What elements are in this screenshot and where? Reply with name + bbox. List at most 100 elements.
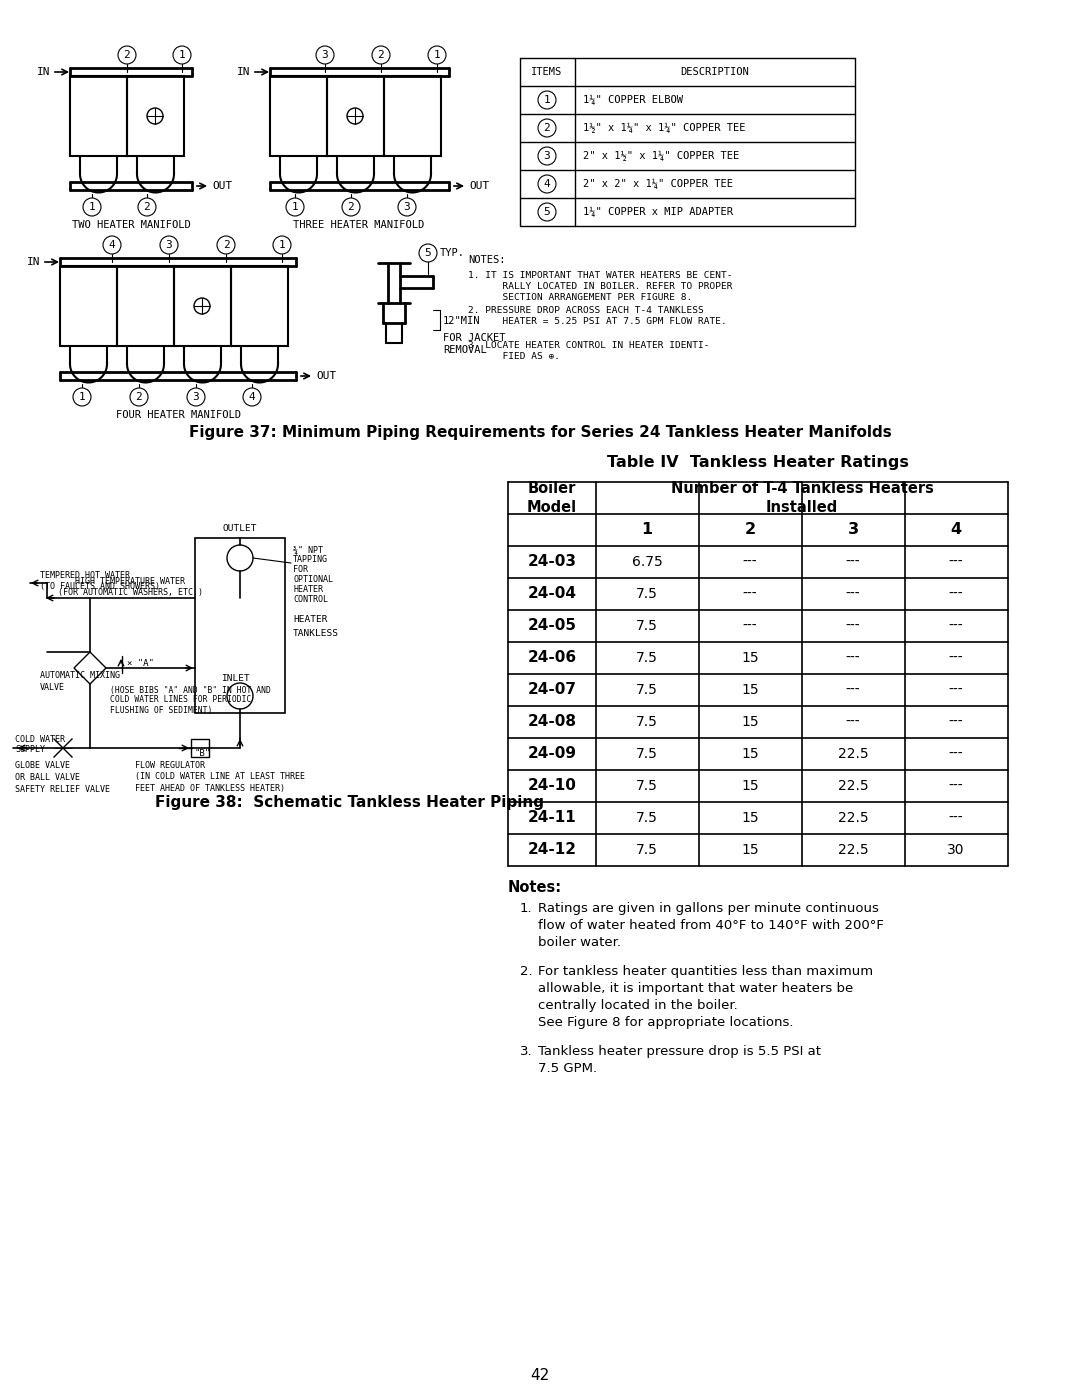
Text: ¾" NPT: ¾" NPT [293, 545, 323, 555]
Text: 1: 1 [89, 203, 95, 212]
Text: 7.5: 7.5 [636, 812, 658, 826]
Text: 42: 42 [530, 1368, 550, 1383]
Text: COLD WATER LINES FOR PERIODIC: COLD WATER LINES FOR PERIODIC [110, 696, 252, 704]
Text: 5: 5 [424, 249, 431, 258]
Text: TWO HEATER MANIFOLD: TWO HEATER MANIFOLD [71, 219, 190, 231]
Text: FLUSHING OF SEDIMENT): FLUSHING OF SEDIMENT) [110, 705, 213, 714]
Text: 2: 2 [348, 203, 354, 212]
Text: ---: --- [846, 683, 861, 697]
Text: TEMPERED HOT WATER: TEMPERED HOT WATER [40, 570, 130, 580]
Text: ---: --- [846, 555, 861, 569]
Text: 24-05: 24-05 [527, 619, 577, 633]
Circle shape [138, 198, 156, 217]
Text: 15: 15 [741, 651, 759, 665]
Text: Figure 38:  Schematic Tankless Heater Piping: Figure 38: Schematic Tankless Heater Pip… [156, 795, 544, 810]
Circle shape [243, 388, 261, 407]
Circle shape [217, 236, 235, 254]
Text: ---: --- [948, 780, 963, 793]
Text: 4: 4 [950, 522, 961, 538]
Text: OUTLET: OUTLET [222, 524, 257, 534]
Text: × "A": × "A" [127, 658, 153, 668]
Circle shape [538, 203, 556, 221]
Circle shape [419, 244, 437, 263]
Bar [60, 265, 117, 346]
Text: 1: 1 [279, 240, 285, 250]
Bar [191, 739, 210, 757]
Text: GLOBE VALVE: GLOBE VALVE [15, 761, 70, 771]
Circle shape [316, 46, 334, 64]
Text: 1: 1 [292, 203, 298, 212]
Text: Number of T-4 Tankless Heaters
Installed: Number of T-4 Tankless Heaters Installed [671, 481, 933, 515]
Text: 1½" x 1¼" x 1¼" COPPER TEE: 1½" x 1¼" x 1¼" COPPER TEE [583, 123, 745, 133]
Circle shape [399, 198, 416, 217]
Text: VALVE: VALVE [40, 683, 65, 692]
Text: 22.5: 22.5 [838, 812, 868, 826]
Text: 24-12: 24-12 [527, 842, 577, 858]
Text: 6.75: 6.75 [632, 555, 662, 569]
Text: 7.5: 7.5 [636, 651, 658, 665]
Text: ---: --- [948, 812, 963, 826]
Text: 7.5 GPM.: 7.5 GPM. [538, 1062, 597, 1076]
Text: 7.5: 7.5 [636, 780, 658, 793]
Text: 1: 1 [178, 50, 186, 60]
Text: ---: --- [948, 683, 963, 697]
Text: Figure 37: Minimum Piping Requirements for Series 24 Tankless Heater Manifolds: Figure 37: Minimum Piping Requirements f… [189, 425, 891, 440]
Text: Notes:: Notes: [508, 880, 562, 895]
Text: 4: 4 [248, 393, 255, 402]
Text: ---: --- [846, 619, 861, 633]
Text: IN: IN [237, 67, 249, 77]
Text: ---: --- [846, 587, 861, 601]
Text: 4: 4 [543, 179, 551, 189]
Text: 24-08: 24-08 [527, 714, 577, 729]
Text: (HOSE BIBS "A" AND "B" IN HOT AND: (HOSE BIBS "A" AND "B" IN HOT AND [110, 686, 271, 694]
Text: INLET: INLET [220, 673, 249, 683]
Circle shape [286, 198, 303, 217]
Text: ---: --- [948, 619, 963, 633]
Text: TYP.: TYP. [440, 249, 465, 258]
Text: HEATER: HEATER [293, 585, 323, 595]
Text: 24-07: 24-07 [527, 683, 577, 697]
Text: OR BALL VALVE: OR BALL VALVE [15, 773, 80, 781]
Text: 1¼" COPPER x MIP ADAPTER: 1¼" COPPER x MIP ADAPTER [583, 207, 733, 217]
Circle shape [103, 236, 121, 254]
Circle shape [273, 236, 291, 254]
Text: 2: 2 [222, 240, 229, 250]
Text: RALLY LOCATED IN BOILER. REFER TO PROPER: RALLY LOCATED IN BOILER. REFER TO PROPER [468, 282, 732, 291]
Text: OUT: OUT [212, 182, 232, 191]
Circle shape [173, 46, 191, 64]
Text: "B": "B" [194, 750, 211, 759]
Text: ---: --- [948, 651, 963, 665]
Text: FOR: FOR [293, 566, 308, 574]
Text: OPTIONAL: OPTIONAL [293, 576, 333, 584]
Text: 2: 2 [744, 522, 756, 538]
Text: 15: 15 [741, 780, 759, 793]
Bar [384, 75, 441, 156]
Text: 2. PRESSURE DROP ACROSS EACH T-4 TANKLESS: 2. PRESSURE DROP ACROSS EACH T-4 TANKLES… [468, 306, 704, 314]
Text: 3: 3 [322, 50, 328, 60]
Circle shape [118, 46, 136, 64]
Text: 5: 5 [543, 207, 551, 217]
Text: 12"MIN: 12"MIN [443, 316, 481, 326]
Text: 15: 15 [741, 683, 759, 697]
Circle shape [538, 91, 556, 109]
Text: 1: 1 [79, 393, 85, 402]
Text: 22.5: 22.5 [838, 780, 868, 793]
Circle shape [538, 119, 556, 137]
Text: DESCRIPTION: DESCRIPTION [680, 67, 750, 77]
Text: 2: 2 [144, 203, 150, 212]
Text: 1: 1 [642, 522, 652, 538]
Text: FOUR HEATER MANIFOLD: FOUR HEATER MANIFOLD [116, 409, 241, 420]
Circle shape [538, 175, 556, 193]
Circle shape [160, 236, 178, 254]
Text: REMOVAL: REMOVAL [443, 345, 487, 355]
Text: ITEMS: ITEMS [531, 67, 563, 77]
Text: ---: --- [743, 555, 757, 569]
Text: ---: --- [948, 747, 963, 761]
Bar [231, 265, 288, 346]
Text: 2" x 1½" x 1¼" COPPER TEE: 2" x 1½" x 1¼" COPPER TEE [583, 151, 739, 161]
Text: (FOR AUTOMATIC WASHERS, ETC.): (FOR AUTOMATIC WASHERS, ETC.) [57, 588, 203, 597]
Text: 1.: 1. [519, 902, 532, 915]
Text: SUPPLY: SUPPLY [15, 746, 45, 754]
Text: NOTES:: NOTES: [468, 256, 505, 265]
Text: 7.5: 7.5 [636, 683, 658, 697]
